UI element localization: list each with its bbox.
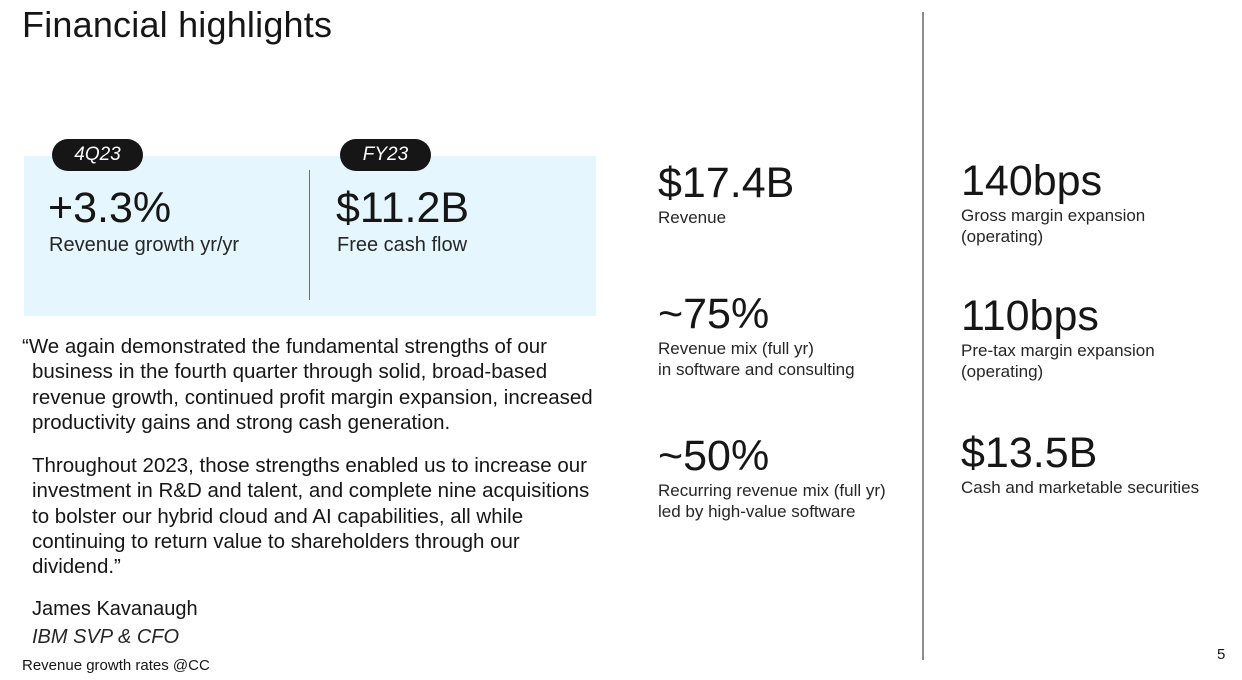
free-cash-flow-label: Free cash flow [337, 234, 468, 256]
revenue-growth-value: +3.3% [48, 184, 172, 232]
metric-value: ~50% [658, 432, 770, 480]
metric-label: Recurring revenue mix (full yr) led by h… [658, 481, 886, 521]
page-title: Financial highlights [22, 4, 333, 45]
metric-value: 110bps [961, 292, 1099, 340]
metric-value: 140bps [961, 157, 1103, 205]
metric-label: Revenue mix (full yr) in software and co… [658, 339, 855, 379]
quote-paragraph-2: Throughout 2023, those strengths enabled… [32, 454, 590, 579]
quote-author: James Kavanaugh [32, 598, 198, 620]
metric-revenue-mix: ~75% Revenue mix (full yr) in software a… [658, 290, 855, 380]
kpi-panel [24, 156, 596, 316]
free-cash-flow-value: $11.2B [336, 184, 470, 232]
metric-gross-margin: 140bps Gross margin expansion (operating… [961, 157, 1145, 247]
metric-value: $17.4B [658, 159, 795, 207]
metric-pretax-margin: 110bps Pre-tax margin expansion (operati… [961, 292, 1155, 382]
metric-revenue: $17.4B Revenue [658, 159, 794, 228]
metric-label: Revenue [658, 208, 727, 227]
cfo-quote: “We again demonstrated the fundamental s… [22, 334, 602, 580]
metric-value: $13.5B [961, 429, 1098, 477]
footnote: Revenue growth rates @CC [22, 657, 210, 674]
metric-label: Gross margin expansion (operating) [961, 206, 1146, 246]
column-divider [922, 12, 924, 660]
period-badge-fy23: FY23 [340, 139, 431, 171]
metric-label: Cash and marketable securities [961, 478, 1200, 497]
period-badge-4q23: 4Q23 [52, 139, 143, 171]
kpi-divider [309, 170, 310, 300]
revenue-growth-label: Revenue growth yr/yr [49, 234, 240, 256]
quote-author-role: IBM SVP & CFO [32, 626, 180, 648]
metric-label: Pre-tax margin expansion (operating) [961, 341, 1155, 381]
page-number: 5 [1217, 646, 1226, 663]
metric-cash: $13.5B Cash and marketable securities [961, 429, 1199, 498]
metric-value: ~75% [658, 290, 770, 338]
metric-recurring-revenue-mix: ~50% Recurring revenue mix (full yr) led… [658, 432, 886, 522]
quote-paragraph-1: “We again demonstrated the fundamental s… [22, 335, 593, 434]
